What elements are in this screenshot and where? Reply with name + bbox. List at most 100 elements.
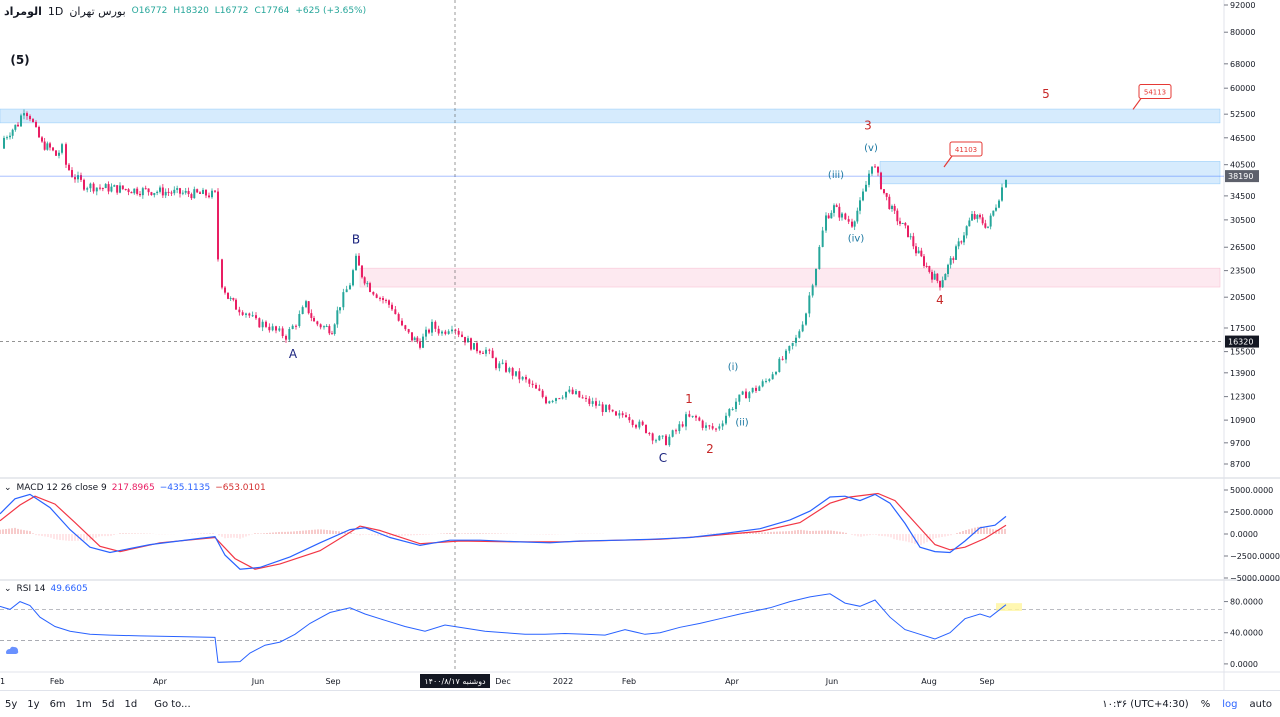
macd-value-1: 217.8965 (111, 483, 155, 493)
candle-body (628, 417, 631, 421)
candle-body (833, 205, 835, 213)
candle-body (361, 265, 363, 278)
candle-body (957, 241, 960, 247)
wave-label: (i) (728, 362, 739, 373)
price-tick-label: 9700 (1230, 439, 1250, 448)
macd-name[interactable]: MACD 12 26 close 9 (16, 483, 107, 493)
candle-body (275, 326, 277, 331)
candle-body (581, 397, 584, 399)
price-zone (0, 108, 1221, 124)
candle-body (625, 415, 627, 418)
candle-body (305, 301, 307, 308)
candle-body (691, 415, 694, 417)
candle-body (711, 426, 714, 429)
symbol-name[interactable]: الومراد (4, 4, 42, 18)
candle-body (248, 313, 251, 316)
candle-body (621, 413, 624, 416)
candle-body (49, 143, 51, 148)
candle-body (648, 432, 651, 434)
time-tick-label: Apr (725, 677, 740, 686)
candle-body (715, 428, 717, 430)
price-tick-label: 34500 (1230, 192, 1255, 201)
rsi-tick-label: 80.0000 (1230, 598, 1263, 607)
candle-body (771, 374, 774, 380)
candle-body (196, 189, 199, 193)
candle-body (441, 331, 443, 334)
candle-body (127, 189, 130, 193)
candle-body (899, 221, 901, 224)
candle-body (310, 313, 313, 318)
candle-body (681, 424, 684, 427)
tradingview-logo[interactable] (4, 644, 20, 656)
ohlc-close: C17764 (254, 6, 290, 16)
candle-body (295, 325, 297, 327)
candle-body (479, 351, 481, 353)
wave-label: 2 (706, 442, 714, 456)
candle-body (261, 321, 264, 328)
range-5d[interactable]: 5d (101, 698, 115, 710)
candle-body (121, 185, 124, 189)
candle-body (984, 223, 987, 228)
collapse-icon[interactable]: ⌄ (4, 584, 12, 594)
candle-body (285, 335, 287, 340)
chart-canvas[interactable]: (5) B A C 1 2 (i) (ii) (iii) (iv) (v) 3 4 5 41103 54113… (0, 0, 1280, 690)
candle-body (561, 397, 564, 399)
candle-body (952, 258, 955, 260)
candle-body (862, 191, 864, 201)
range-1d[interactable]: 1d (124, 698, 138, 710)
rsi-name[interactable]: RSI 14 (16, 584, 46, 594)
ohlc-change: +625 (+3.65%) (295, 6, 367, 16)
candle-body (156, 191, 159, 194)
candle-body (844, 213, 847, 220)
interval[interactable]: 1D (47, 4, 64, 18)
candle-body (765, 380, 767, 382)
candle-body (761, 381, 764, 387)
candle-body (535, 384, 537, 389)
candle-body (431, 321, 433, 333)
candle-body (92, 183, 95, 192)
candle-body (179, 188, 181, 194)
candle-body (518, 371, 521, 380)
candle-body (675, 430, 677, 432)
candle-body (278, 328, 281, 331)
wave-label: 5 (1042, 87, 1050, 101)
candle-body (6, 137, 8, 139)
wave-label: 3 (864, 119, 872, 133)
range-5y[interactable]: 5y (5, 698, 18, 710)
candle-body (77, 175, 79, 180)
candle-body (775, 371, 777, 375)
range-1m[interactable]: 1m (75, 698, 92, 710)
candle-body (167, 191, 170, 193)
candle-body (61, 144, 63, 153)
auto-toggle[interactable]: auto (1249, 698, 1272, 710)
candle-body (635, 425, 637, 428)
range-6m[interactable]: 6m (49, 698, 66, 710)
macd-line (0, 493, 1007, 570)
candle-body (20, 115, 22, 127)
goto-button[interactable]: Go to... (154, 698, 191, 710)
range-1y[interactable]: 1y (27, 698, 40, 710)
candle-body (811, 285, 814, 296)
candle-body (35, 122, 37, 127)
candle-body (281, 328, 284, 336)
time-tick-label: Aug (921, 677, 937, 686)
candle-body (998, 200, 1000, 208)
percent-toggle[interactable]: % (1200, 698, 1211, 710)
candle-body (425, 329, 427, 337)
target-label: 54113 (1144, 88, 1166, 96)
log-toggle[interactable]: log (1222, 698, 1238, 710)
collapse-icon[interactable]: ⌄ (4, 483, 12, 493)
candle-body (68, 164, 70, 171)
time-zone[interactable]: ۱۰:۳۶ (UTC+4:30) (1102, 698, 1189, 710)
time-tick-label: Sep (325, 677, 340, 686)
wave-label: (iv) (848, 233, 865, 244)
candle-body (113, 185, 116, 187)
candle-body (385, 299, 387, 301)
candle-body (931, 271, 933, 280)
candle-body (949, 258, 952, 265)
candle-body (394, 309, 397, 315)
wave-label: (iii) (828, 170, 844, 181)
candle-body (835, 205, 838, 207)
candle-body (883, 189, 885, 193)
candle-body (505, 362, 507, 372)
